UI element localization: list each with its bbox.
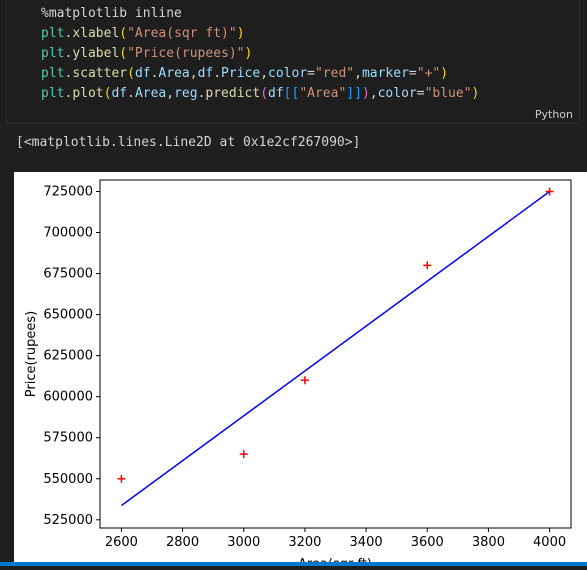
x-tick-label: 3200 [288,535,321,550]
code-token: plt [41,46,65,61]
code-token: [[ [283,86,300,101]
code-token: . [64,86,73,101]
code-token: ylabel [72,46,120,61]
y-tick-label: 575000 [43,431,93,446]
regression-line [120,190,551,507]
code-token: "+" [416,66,441,81]
scatter-point [117,474,126,483]
code-token: . [64,46,73,61]
code-token: Area [158,66,190,81]
code-token: "Area" [299,86,347,101]
code-token: ) [471,86,480,101]
code-token: ) [361,86,370,101]
code-token: ( [119,46,128,61]
x-tick-label: 3800 [472,535,505,550]
code-token: , [354,66,362,81]
scatter-plot: 525000 550000 575000 600000 625000 650000 6750… [24,179,572,570]
code-token: . [150,66,159,81]
code-token: plot [72,86,104,101]
y-tick-label: 675000 [43,267,93,282]
code-token: df [268,86,284,101]
y-tick-label: 525000 [43,513,93,528]
code-token: = [416,86,425,101]
code-token: Area [134,86,167,101]
code-token: reg [174,86,198,101]
code-token: df [197,66,214,81]
code-token: . [127,86,135,101]
x-tick-label: 3400 [350,535,383,550]
x-tick-label: 4000 [533,535,566,550]
scatter-point [423,261,432,270]
code-token: , [260,66,269,81]
x-tick-label: 2800 [166,535,199,550]
code-token: df [134,66,151,81]
code-token: ( [127,66,135,81]
code-token: ) [244,46,253,61]
y-tick-label: 700000 [43,226,93,241]
code-token: "Price(rupees)" [127,46,245,61]
plot-axes-frame [99,179,572,529]
code-token: ]] [346,86,362,101]
code-token: color [377,86,417,101]
code-token: , [166,86,175,101]
code-token: color [268,66,308,81]
code-token: plt [41,26,65,41]
scatter-point [545,187,554,196]
code-token: xlabel [72,26,120,41]
language-indicator[interactable]: Python [534,108,573,121]
scatter-point [239,450,248,459]
y-tick-label: 550000 [43,472,93,487]
y-tick-label: 725000 [43,184,93,199]
code-token: Price [221,66,261,81]
cell-output-text: [<matplotlib.lines.Line2D at 0x1e2cf2670… [16,135,361,150]
code-token: plt [41,66,65,81]
x-tick-label: 3000 [227,535,260,550]
code-line: plt.scatter(df.Area,df.Price,color="red"… [41,64,448,84]
code-token: , [189,66,198,81]
code-token: . [64,26,73,41]
code-token: scatter [72,66,128,81]
code-token: ( [119,26,128,41]
code-token: ) [440,66,449,81]
x-tick-label: 2600 [105,535,138,550]
code-token: "Area(sqr ft)" [127,26,237,41]
code-token: . [213,66,222,81]
y-tick-label: 600000 [43,390,93,405]
code-cell[interactable]: %matplotlib inline plt.xlabel("Area(sqr f… [6,0,580,124]
code-token: "red" [314,66,355,81]
code-token: . [197,86,206,101]
code-token: ( [103,86,112,101]
code-token: ) [236,26,245,41]
code-token: . [64,66,73,81]
code-line: plt.xlabel("Area(sqr ft)") [41,24,245,44]
code-token: , [369,86,378,101]
y-axis-label: Price(rupees) [24,311,39,397]
plot-output: 525000 550000 575000 600000 625000 650000 6750… [14,172,587,570]
code-token: = [408,66,417,81]
code-token: = [307,66,315,81]
scatter-point [300,376,309,385]
code-token: %matplotlib inline [41,6,182,21]
y-tick-label: 625000 [43,349,93,364]
code-line: plt.ylabel("Price(rupees)") [41,44,252,64]
status-bar [0,562,587,566]
code-token: ( [260,86,269,101]
code-token: predict [205,86,261,101]
code-token: df [111,86,128,101]
code-line: plt.plot(df.Area,reg.predict(df[["Area"]… [41,84,479,104]
code-token: "blue" [424,86,472,101]
code-token: plt [41,86,65,101]
code-token: marker [361,66,409,81]
code-line: %matplotlib inline [41,4,182,24]
y-tick-label: 650000 [43,308,93,323]
x-tick-label: 3600 [411,535,444,550]
